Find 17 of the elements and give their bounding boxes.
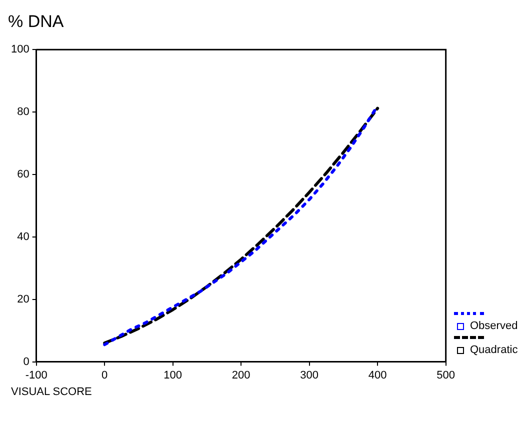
y-tick-label: 20 — [17, 293, 30, 306]
y-tick-label: 60 — [17, 168, 30, 181]
x-tick-label: 400 — [368, 369, 387, 382]
x-tick-label: 500 — [436, 369, 456, 382]
y-axis-title: % DNA — [8, 12, 64, 32]
y-tick-label: 80 — [17, 106, 30, 118]
x-tick-label: 0 — [102, 369, 108, 382]
x-axis-title: VISUAL SCORE — [11, 386, 92, 398]
legend-label: Observed — [470, 320, 518, 332]
legend-label: Quadratic — [470, 344, 518, 356]
x-tick-label: -100 — [25, 369, 48, 382]
y-tick-label: 100 — [10, 44, 30, 56]
y-tick-label: 0 — [23, 356, 30, 368]
y-tick-label: 40 — [17, 230, 30, 243]
x-tick-label: 100 — [164, 369, 182, 382]
x-tick-label: 200 — [232, 369, 250, 382]
x-tick-label: 300 — [300, 369, 319, 382]
